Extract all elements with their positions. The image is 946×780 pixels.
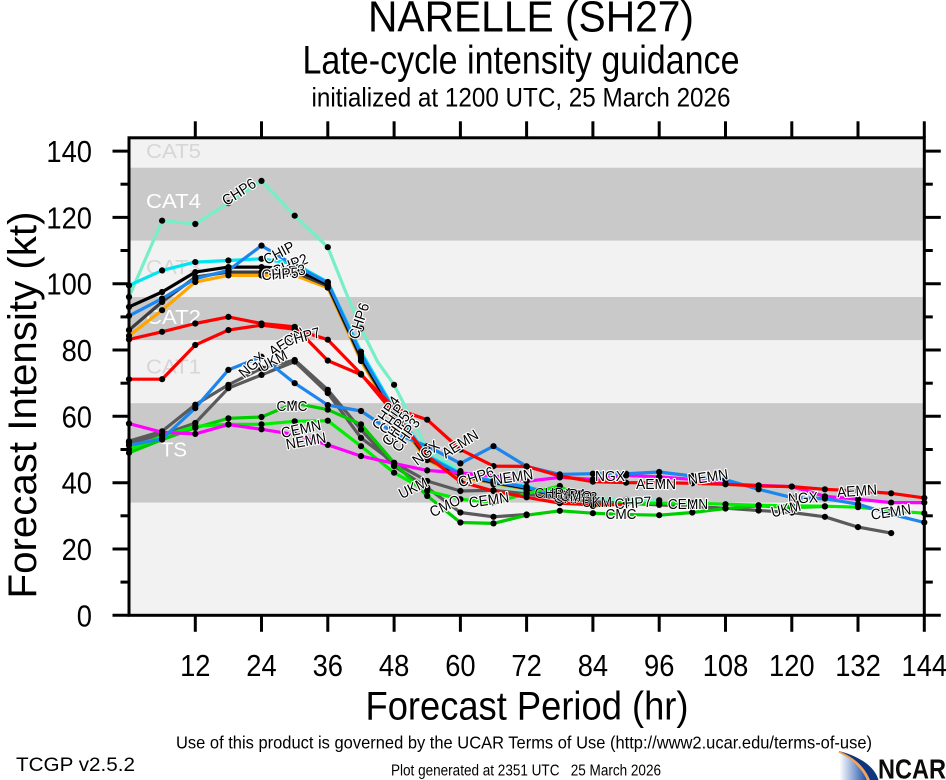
svg-text:NGX: NGX bbox=[595, 468, 625, 485]
svg-text:CHP2: CHP2 bbox=[556, 488, 593, 505]
svg-text:20: 20 bbox=[62, 532, 92, 567]
svg-text:72: 72 bbox=[511, 648, 541, 683]
svg-text:120: 120 bbox=[46, 200, 92, 235]
svg-text:96: 96 bbox=[644, 648, 674, 683]
svg-text:140: 140 bbox=[46, 134, 92, 169]
svg-text:80: 80 bbox=[62, 333, 92, 368]
svg-text:AEMN: AEMN bbox=[836, 482, 877, 502]
svg-text:108: 108 bbox=[703, 648, 749, 683]
svg-text:CHP5: CHP5 bbox=[261, 265, 299, 285]
svg-text:CHP4: CHP4 bbox=[535, 485, 572, 502]
svg-text:CHP5: CHP5 bbox=[554, 490, 591, 507]
svg-text:AEMN: AEMN bbox=[636, 476, 676, 493]
svg-text:CMC: CMC bbox=[277, 398, 308, 415]
svg-text:NCAR: NCAR bbox=[878, 754, 946, 780]
svg-text:48: 48 bbox=[379, 648, 409, 683]
svg-text:40: 40 bbox=[62, 466, 92, 501]
svg-text:CHIP: CHIP bbox=[553, 487, 586, 504]
svg-text:84: 84 bbox=[578, 648, 608, 683]
svg-text:100: 100 bbox=[46, 267, 92, 302]
svg-text:Forecast Intensity (kt): Forecast Intensity (kt) bbox=[1, 212, 45, 599]
svg-text:CMC: CMC bbox=[606, 506, 637, 523]
svg-text:CEMN: CEMN bbox=[668, 496, 709, 513]
svg-text:Forecast Period (hr): Forecast Period (hr) bbox=[366, 685, 689, 729]
svg-text:Late-cycle intensity guidance: Late-cycle intensity guidance bbox=[303, 39, 740, 83]
svg-text:NGX: NGX bbox=[788, 489, 819, 508]
svg-text:24: 24 bbox=[246, 648, 276, 683]
svg-text:12: 12 bbox=[180, 648, 210, 683]
svg-text:initialized at 1200 UTC, 25 Ma: initialized at 1200 UTC, 25 March 2026 bbox=[312, 83, 731, 113]
svg-text:UKM: UKM bbox=[582, 494, 612, 511]
svg-text:132: 132 bbox=[835, 648, 881, 683]
svg-text:TS: TS bbox=[161, 440, 187, 462]
svg-text:TCGP v2.5.2: TCGP v2.5.2 bbox=[16, 755, 135, 776]
svg-text:0: 0 bbox=[77, 598, 92, 633]
svg-text:CAT5: CAT5 bbox=[146, 141, 201, 163]
svg-text:NARELLE (SH27): NARELLE (SH27) bbox=[368, 0, 694, 42]
svg-text:60: 60 bbox=[62, 399, 92, 434]
svg-text:CAT4: CAT4 bbox=[146, 191, 201, 213]
svg-text:120: 120 bbox=[769, 648, 815, 683]
svg-text:CHP4: CHP4 bbox=[549, 486, 586, 503]
svg-text:Plot generated at 2351 UTC 2: Plot generated at 2351 UTC 25 March 2026 bbox=[391, 763, 661, 780]
svg-text:60: 60 bbox=[445, 648, 475, 683]
svg-text:CMO: CMO bbox=[560, 488, 592, 505]
svg-text:144: 144 bbox=[902, 648, 946, 683]
svg-text:36: 36 bbox=[313, 648, 343, 683]
svg-text:CHP7: CHP7 bbox=[614, 494, 652, 514]
svg-text:Use of this product is governe: Use of this product is governed by the U… bbox=[176, 733, 872, 753]
svg-text:CHP3: CHP3 bbox=[561, 489, 598, 506]
